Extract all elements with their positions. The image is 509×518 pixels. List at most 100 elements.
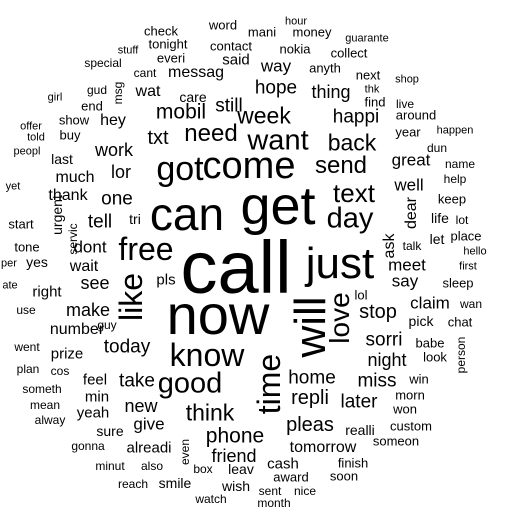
word: keep <box>437 191 467 207</box>
word: tri <box>129 211 141 227</box>
word: tone <box>14 239 40 255</box>
word: tomorrow <box>289 439 357 456</box>
word: phone <box>205 424 265 448</box>
word: know <box>169 337 245 373</box>
word: get <box>240 176 316 236</box>
word: someon <box>372 433 420 449</box>
word: cash <box>267 455 299 473</box>
word: thk <box>364 83 380 96</box>
word: contact <box>210 38 252 54</box>
word: won <box>393 401 417 417</box>
word: cos <box>50 364 70 378</box>
word: can <box>149 188 225 240</box>
word: pleas <box>286 414 334 436</box>
word: like <box>113 272 149 322</box>
word: leav <box>228 461 254 477</box>
word: morn <box>395 387 425 403</box>
word: dear <box>403 196 420 230</box>
word: wan <box>459 297 483 311</box>
word: sleep <box>442 275 474 291</box>
word: ate <box>2 279 18 292</box>
word: repli <box>291 387 329 409</box>
word: next <box>355 67 381 83</box>
word: dun <box>426 141 448 155</box>
word: box <box>193 462 213 476</box>
word: gonna <box>71 439 105 453</box>
word: start <box>8 216 34 232</box>
word: well <box>394 175 424 195</box>
word: much <box>55 169 95 186</box>
word: award <box>273 469 309 485</box>
word: alreadi <box>126 439 172 457</box>
word: number <box>49 321 105 338</box>
word: want <box>247 124 309 157</box>
word: person <box>454 336 468 374</box>
word: txt <box>147 127 169 149</box>
word: today <box>103 336 151 358</box>
word: friend <box>211 446 257 466</box>
word: servic <box>66 223 80 255</box>
word: said <box>222 51 250 69</box>
word: prize <box>50 345 84 363</box>
word: wait <box>69 258 99 275</box>
word: hey <box>100 112 126 129</box>
word: even <box>178 438 192 466</box>
word: sent <box>258 484 282 498</box>
word: thank <box>48 187 88 204</box>
word: name <box>444 157 476 171</box>
word: make <box>65 300 111 320</box>
word: stop <box>359 301 397 323</box>
word: someth <box>22 382 62 396</box>
word: soon <box>329 468 359 484</box>
word: give <box>133 414 165 434</box>
word: got <box>156 150 204 188</box>
word: smile <box>158 475 192 491</box>
word: shop <box>395 73 419 86</box>
word: went <box>14 340 40 354</box>
word: sorri <box>365 329 403 351</box>
word: care <box>179 89 207 105</box>
word: babe <box>415 335 445 351</box>
word: wat <box>135 83 161 100</box>
word: send <box>314 152 368 179</box>
word: life <box>431 210 449 226</box>
word: minut <box>95 459 125 473</box>
word: live <box>395 97 415 111</box>
word: gud <box>86 83 108 97</box>
word: buy <box>59 127 81 143</box>
word: later <box>340 391 378 413</box>
word: wish <box>221 478 251 494</box>
word: reach <box>117 477 149 491</box>
word: use <box>16 303 36 317</box>
word: finish <box>337 455 369 471</box>
word: new <box>124 396 158 416</box>
word: custom <box>390 418 432 434</box>
word: win <box>409 371 429 387</box>
word: good <box>157 367 223 400</box>
word: lol <box>354 287 368 303</box>
word: day <box>326 202 374 235</box>
word: let <box>429 231 445 247</box>
word: ask <box>381 233 398 259</box>
word: yes <box>26 254 48 270</box>
word: happen <box>436 124 474 137</box>
word: miss <box>357 370 397 392</box>
word: check <box>144 23 178 39</box>
word: tonight <box>148 36 188 52</box>
word: end <box>81 98 103 114</box>
word: msg <box>111 81 125 105</box>
word: way <box>260 56 292 76</box>
word: month <box>257 496 291 510</box>
word: great <box>391 150 431 170</box>
word: now <box>166 283 270 346</box>
word: happi <box>332 106 380 128</box>
word: mobil <box>155 100 207 124</box>
word: help <box>443 172 467 186</box>
word: need <box>184 120 238 147</box>
word: peopl <box>13 145 41 158</box>
word: home <box>288 367 336 389</box>
word: thing <box>311 82 351 102</box>
word: dont <box>73 237 107 257</box>
word: tell <box>87 211 113 233</box>
word: claim <box>410 293 450 313</box>
